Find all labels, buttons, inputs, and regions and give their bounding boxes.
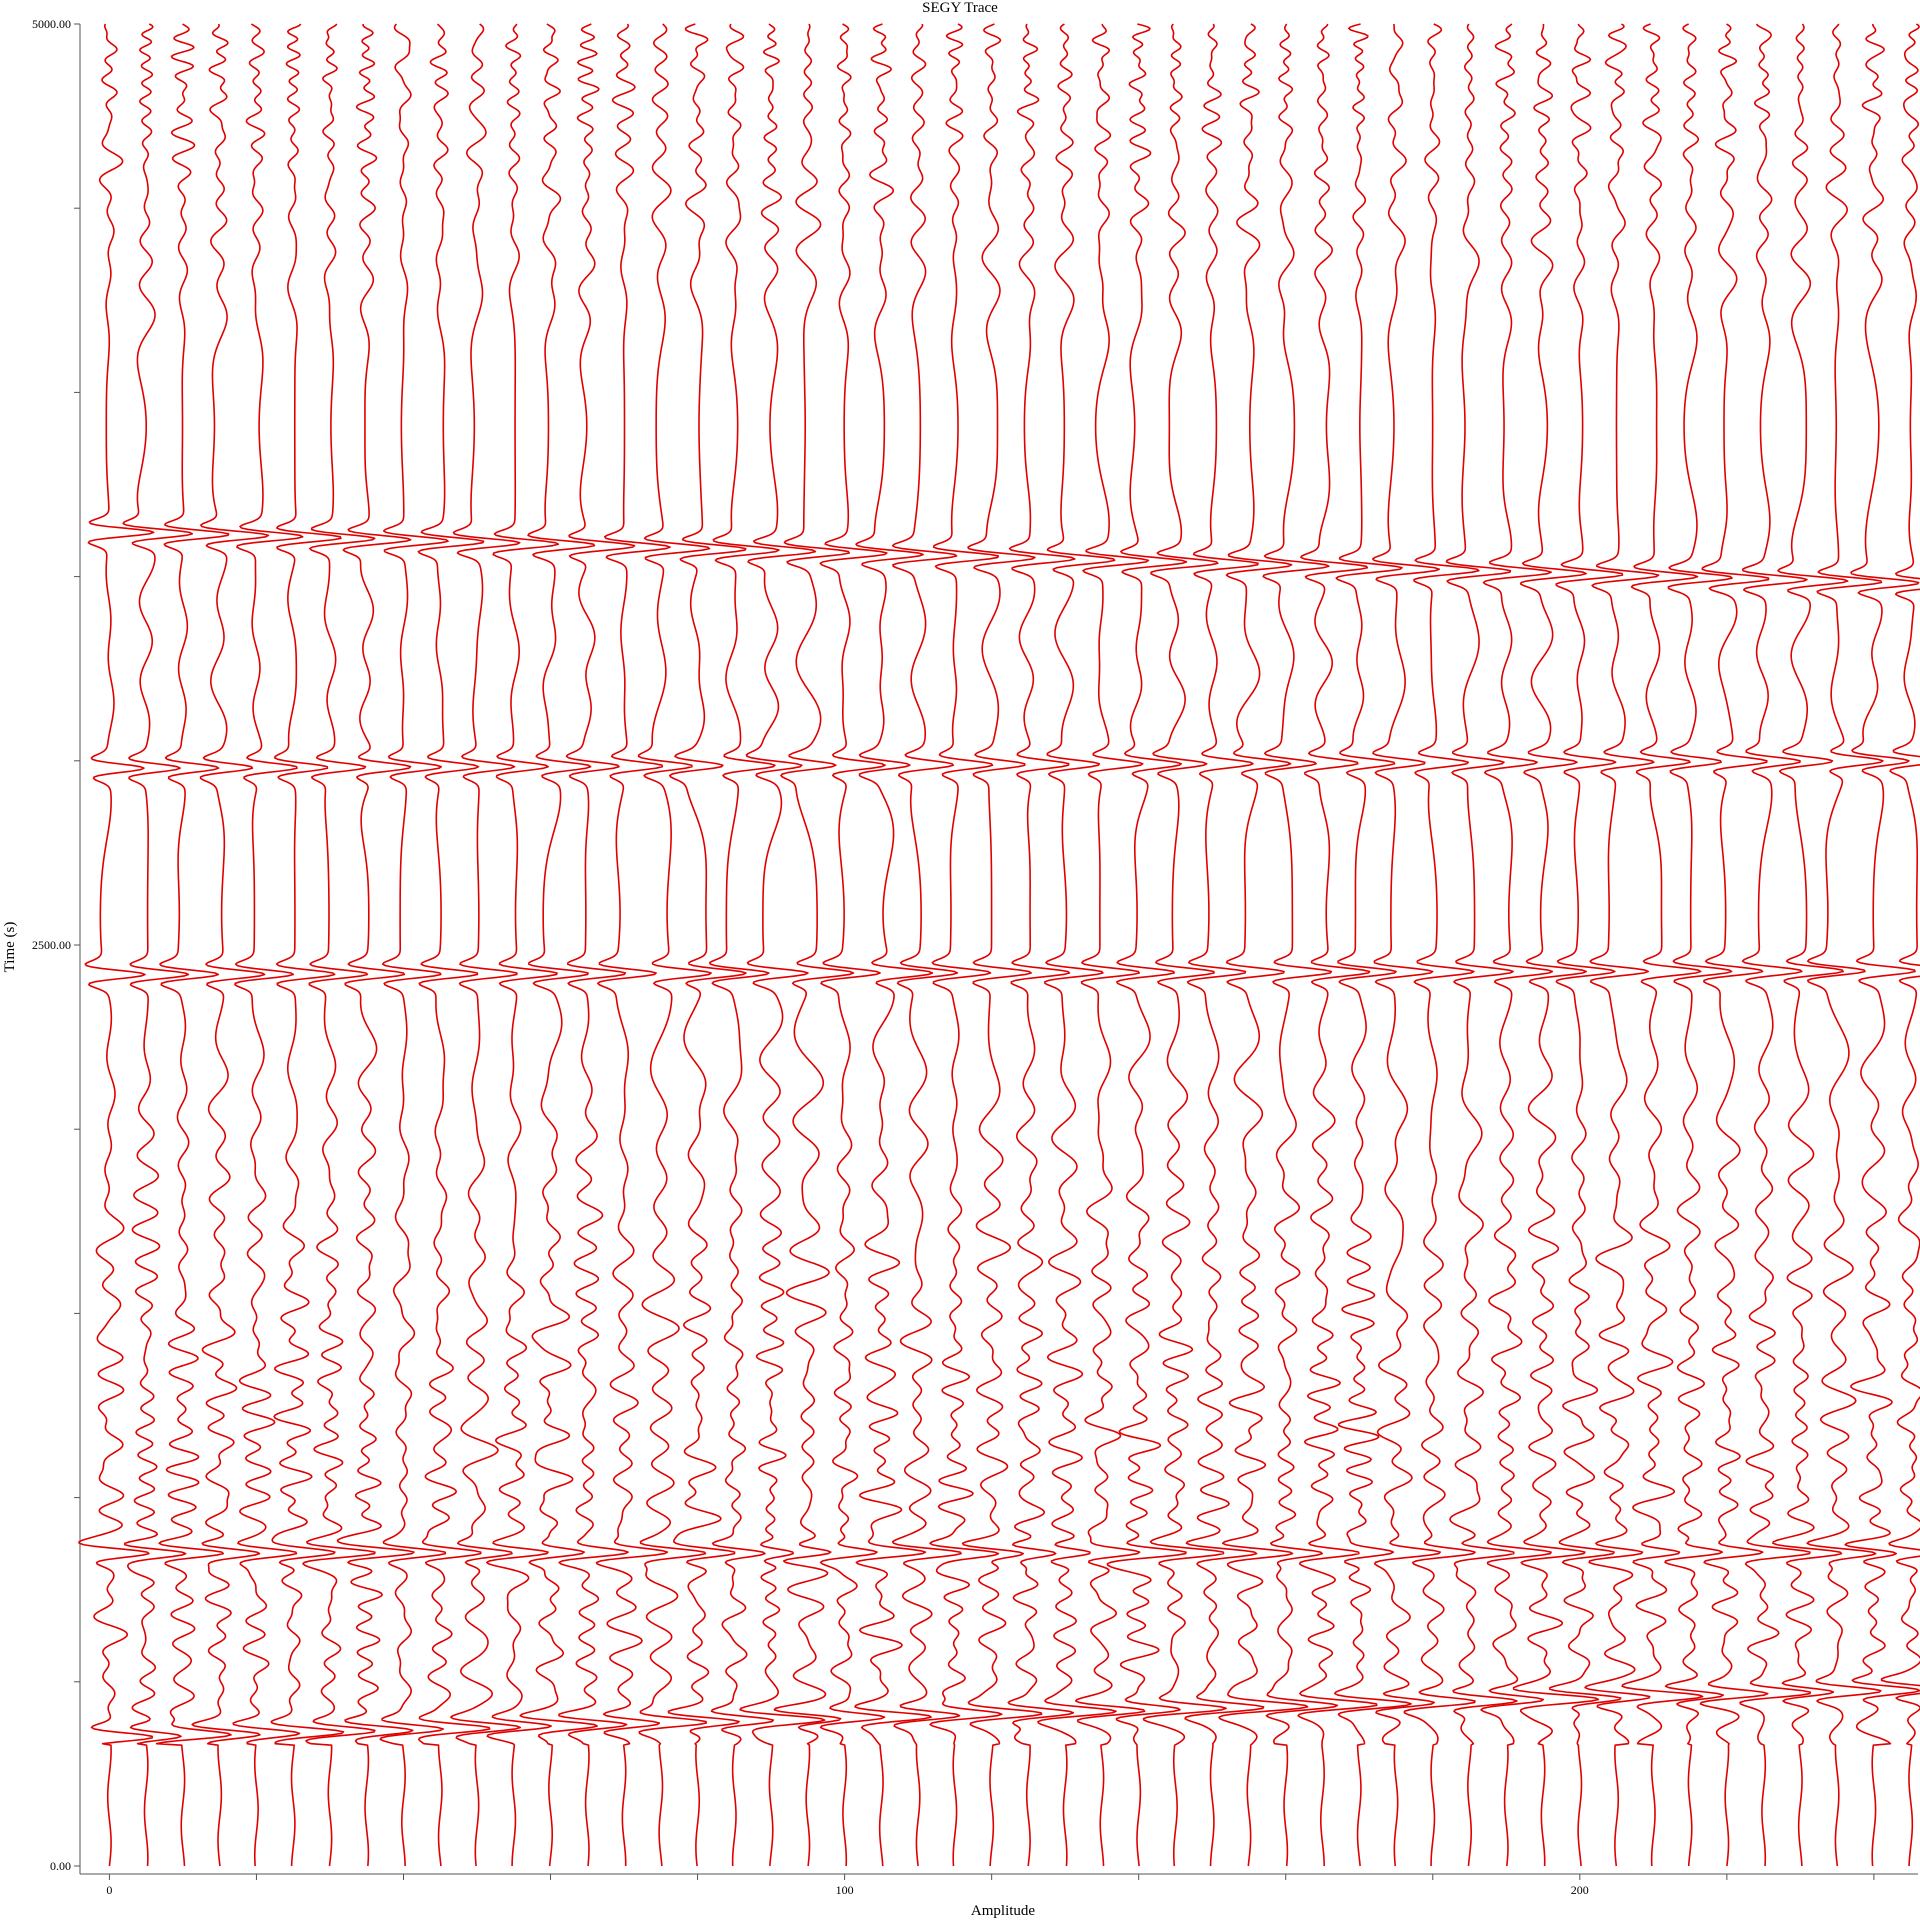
trace-line	[78, 23, 155, 1867]
trace-line	[854, 23, 934, 1867]
y-axis-label: Time (s)	[2, 922, 18, 973]
x-tick-label: 0	[106, 1883, 112, 1897]
x-axis-label: Amplitude	[971, 1903, 1036, 1919]
trace-line	[417, 23, 491, 1867]
trace-line	[1584, 23, 1660, 1867]
trace-line	[1806, 23, 1884, 1867]
trace-line	[891, 23, 962, 1867]
trace-line	[122, 23, 194, 1867]
trace-line	[1007, 23, 1076, 1867]
trace-line	[1218, 23, 1309, 1867]
trace-line	[739, 23, 826, 1867]
trace-line	[1403, 23, 1480, 1867]
trace-line	[1372, 23, 1441, 1867]
trace-line	[1480, 23, 1554, 1867]
trace-line	[1297, 23, 1378, 1867]
trace-line	[1262, 23, 1339, 1867]
trace-line	[1880, 23, 1920, 1867]
trace-line	[1075, 23, 1150, 1867]
trace-line	[637, 23, 712, 1867]
trace-line	[1512, 23, 1600, 1867]
trace-line	[819, 23, 888, 1867]
trace-line	[302, 23, 376, 1867]
trace-line	[450, 23, 522, 1867]
trace-line	[1699, 23, 1770, 1867]
x-tick-label: 200	[1571, 1883, 1589, 1897]
y-tick-label: 5000.00	[32, 17, 71, 31]
trace-line	[1142, 23, 1227, 1867]
trace-line	[1549, 23, 1624, 1867]
trace-line	[485, 23, 560, 1867]
trace-line	[1184, 23, 1265, 1867]
trace-line	[1844, 23, 1920, 1867]
y-tick-label: 0.00	[50, 1859, 71, 1873]
trace-line	[1621, 23, 1704, 1867]
trace-line	[191, 23, 270, 1867]
trace-line	[1739, 23, 1811, 1867]
axes: 0.00 2500.00 5000.00 0 100 200	[32, 17, 1918, 1897]
trace-line	[336, 23, 415, 1867]
trace-line	[155, 23, 232, 1867]
trace-line	[558, 23, 636, 1867]
trace-line	[1334, 23, 1412, 1867]
trace-line	[1106, 23, 1188, 1867]
trace-line	[1445, 23, 1518, 1867]
trace-line	[929, 23, 1003, 1867]
trace-line	[708, 23, 780, 1867]
trace-line	[379, 23, 449, 1867]
trace-line	[270, 23, 345, 1867]
trace-line	[667, 23, 747, 1867]
trace-line	[1772, 23, 1849, 1867]
trace-line	[1664, 23, 1733, 1867]
trace-line	[519, 23, 598, 1867]
y-tick-label: 2500.00	[32, 938, 71, 952]
trace-line	[1037, 23, 1117, 1867]
x-tick-label: 100	[836, 1883, 854, 1897]
trace-line	[232, 23, 304, 1867]
chart-title: SEGY Trace	[922, 0, 998, 16]
trace-line	[961, 23, 1043, 1867]
trace-line	[773, 23, 855, 1867]
traces-group	[78, 23, 1920, 1867]
trace-line	[595, 23, 671, 1867]
